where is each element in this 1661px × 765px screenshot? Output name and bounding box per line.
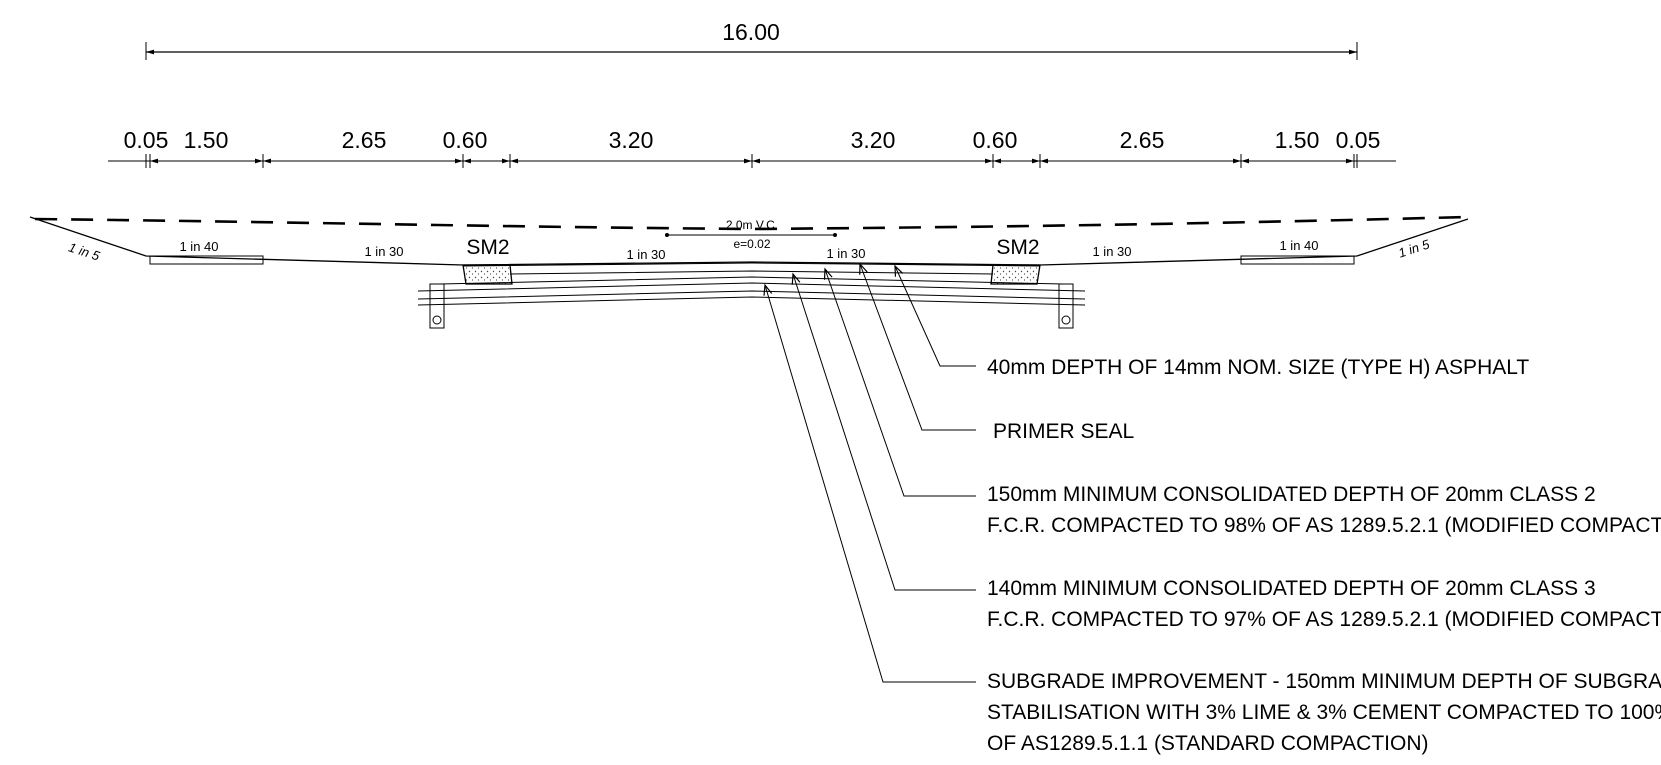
grade-shoulder-left: 1 in 30 xyxy=(364,244,403,259)
segment-dimension-label: 2.65 xyxy=(1120,127,1165,153)
segment-dimension-label: 0.05 xyxy=(124,127,169,153)
verge-left xyxy=(149,255,264,265)
vc-e: e=0.02 xyxy=(733,237,770,251)
grade-batter-left: 1 in 5 xyxy=(67,239,103,263)
segment-dimension-label: 1.50 xyxy=(184,127,229,153)
callout-text-line: OF AS1289.5.1.1 (STANDARD COMPACTION) xyxy=(987,732,1429,755)
callout-text-line: SUBGRADE IMPROVEMENT - 150mm MINIMUM DEP… xyxy=(987,670,1661,693)
segment-dimension-label: 0.05 xyxy=(1336,127,1381,153)
callout-text-line: F.C.R. COMPACTED TO 97% OF AS 1289.5.2.1… xyxy=(987,608,1661,631)
segment-dimensions: 0.05 1.50 2.65 0.60 3.20 3.20 0.60 2.65 1.50 0.05 xyxy=(108,127,1396,168)
callout-text-line: 140mm MINIMUM CONSOLIDATED DEPTH OF 20mm… xyxy=(987,577,1596,600)
callout-text-line: 150mm MINIMUM CONSOLIDATED DEPTH OF 20mm… xyxy=(987,483,1596,506)
grade-labels: 1 in 5 1 in 40 1 in 30 1 in 30 1 in 30 1… xyxy=(67,236,1432,264)
segment-dimension-label: 3.20 xyxy=(851,127,896,153)
grade-verge-left: 1 in 40 xyxy=(179,239,218,254)
callout-text-line: 40mm DEPTH OF 14mm NOM. SIZE (TYPE H) AS… xyxy=(987,356,1529,379)
callout-text-line: PRIMER SEAL xyxy=(993,420,1134,443)
grade-verge-right: 1 in 40 xyxy=(1279,238,1318,253)
segment-dimension-label: 0.60 xyxy=(443,127,488,153)
kerb-left-shape xyxy=(462,264,513,285)
grade-shoulder-right: 1 in 30 xyxy=(1092,244,1131,259)
callout-text-line: F.C.R. COMPACTED TO 98% OF AS 1289.5.2.1… xyxy=(987,514,1661,537)
overall-width-label: 16.00 xyxy=(722,19,780,45)
callout-leaders xyxy=(763,262,976,683)
vertical-curve-note: 2.0m V.C. e=0.02 xyxy=(665,218,837,251)
overall-dimension: 16.00 xyxy=(145,19,1358,60)
grade-batter-right: 1 in 5 xyxy=(1396,236,1432,260)
segment-dimension-label: 2.65 xyxy=(342,127,387,153)
callout-text-line: STABILISATION WITH 3% LIME & 3% CEMENT C… xyxy=(987,701,1661,724)
segment-dimension-label: 3.20 xyxy=(609,127,654,153)
verge-right xyxy=(1240,255,1355,265)
pavement-layers xyxy=(417,262,1086,329)
kerb-left-label: SM2 xyxy=(466,236,509,259)
kerb-right-shape xyxy=(990,264,1041,285)
segment-dimension-label: 0.60 xyxy=(973,127,1018,153)
grade-lane-right: 1 in 30 xyxy=(826,246,865,261)
kerb-right-label: SM2 xyxy=(996,236,1039,259)
grade-lane-left: 1 in 30 xyxy=(626,247,665,262)
segment-dimension-label: 1.50 xyxy=(1275,127,1320,153)
callout-notes: 40mm DEPTH OF 14mm NOM. SIZE (TYPE H) AS… xyxy=(987,356,1661,755)
vc-length: 2.0m V.C. xyxy=(726,218,778,232)
surface-line xyxy=(29,216,1469,266)
surface-profile xyxy=(29,215,1469,266)
natural-surface-dashed xyxy=(34,215,1469,231)
